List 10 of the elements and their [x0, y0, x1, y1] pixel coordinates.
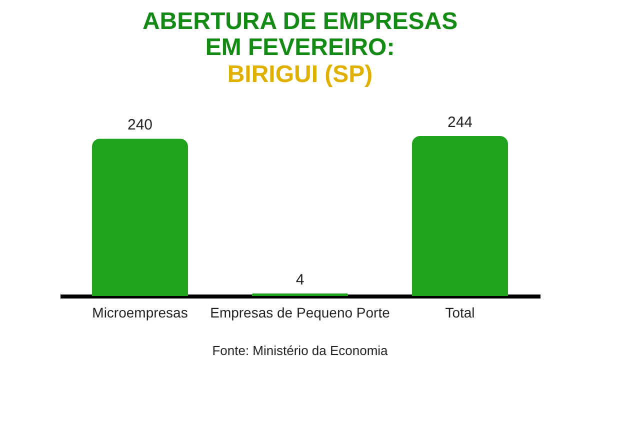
text: ABERTURA DE EMPRESAS [142, 8, 458, 35]
x-tick-label: Microempresas [92, 304, 188, 320]
data-label: 240 [127, 116, 153, 134]
x-tick-label: Total [445, 304, 475, 320]
text: EM FEVEREIRO: [205, 34, 395, 61]
x-tick-label: Empresas de Pequeno Porte [210, 304, 390, 320]
source-note: Fonte: Ministério da Economia [212, 343, 389, 358]
chart-subtitle: BIRIGUI (SP) [227, 61, 373, 88]
data-label: 4 [296, 271, 304, 288]
data-label: 244 [447, 114, 473, 131]
